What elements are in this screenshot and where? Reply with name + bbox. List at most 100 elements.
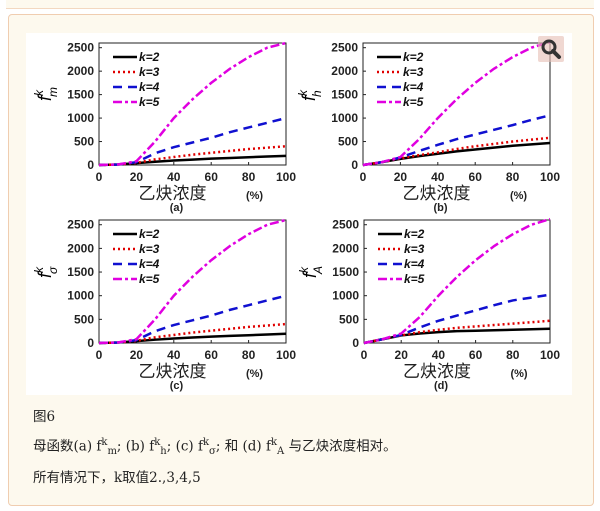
y-label-sub: A [311, 266, 325, 275]
zoom-button[interactable] [538, 36, 564, 62]
y-tick-label: 500 [339, 312, 359, 326]
caption-sup: k [270, 437, 278, 448]
top-divider [6, 0, 594, 9]
y-label-sub: h [310, 90, 324, 97]
caption-text: 与乙炔浓度相对。 [284, 438, 397, 455]
y-label-f: f [300, 271, 320, 278]
series-line-k2 [362, 141, 551, 167]
y-tick-label: 0 [87, 336, 94, 350]
plot-frame [98, 219, 287, 344]
x-tick-label: 0 [360, 170, 367, 184]
x-tick-label: 0 [96, 348, 103, 362]
caption-sup: k [101, 437, 108, 448]
y-label-f: f [299, 94, 319, 101]
y-tick-label: 2000 [332, 241, 359, 255]
legend-label: k=4 [139, 80, 160, 94]
x-axis-unit: (%) [246, 368, 263, 380]
y-axis-label: fkσ [32, 266, 60, 278]
y-axis-label: fkA [297, 266, 325, 278]
x-tick-label: 40 [431, 170, 445, 184]
y-label-sub: σ [46, 266, 60, 274]
series-line-k5 [363, 217, 551, 345]
y-tick-label: 2000 [67, 64, 94, 78]
x-axis-label: 乙炔浓度 [139, 184, 207, 203]
chart-panel-a: 0 20 40 60 80 10005001000150020002500fkm乙炔浓度(… [32, 41, 296, 214]
x-tick-label: 100 [276, 348, 296, 362]
x-tick-label: 40 [432, 348, 446, 362]
x-tick-label: 100 [276, 170, 296, 184]
legend-label: k=3 [139, 242, 160, 256]
x-axis-label: 乙炔浓度 [403, 184, 471, 203]
plot-frame [98, 42, 287, 166]
y-tick-label: 0 [352, 336, 359, 350]
panel-label: (d) [434, 380, 448, 392]
x-tick-label: 100 [540, 170, 560, 184]
y-tick-label: 1000 [67, 289, 94, 303]
caption-text: ; (b) f [116, 438, 155, 455]
caption-sub: A [277, 446, 285, 458]
legend-label: k=2 [404, 227, 425, 241]
x-axis-label: 乙炔浓度 [403, 362, 471, 381]
figure-charts: 0 20 40 60 80 10005001000150020002500fkm乙炔浓度(… [32, 40, 560, 392]
x-tick-label: 60 [469, 348, 483, 362]
legend-label: k=2 [139, 50, 160, 64]
x-tick-label: 60 [469, 170, 483, 184]
series-line-k2 [98, 154, 287, 167]
x-tick-label: 20 [394, 170, 408, 184]
y-label-f: f [35, 94, 55, 101]
caption-text: ; (c) f [166, 438, 203, 455]
legend-label: k=4 [139, 257, 160, 271]
y-tick-label: 2000 [67, 241, 94, 255]
y-label-sup: k [297, 266, 311, 273]
x-tick-label: 20 [130, 348, 144, 362]
x-tick-label: 40 [167, 170, 181, 184]
series-line-k3 [98, 144, 287, 167]
y-tick-label: 2500 [67, 41, 94, 55]
legend-label: k=3 [403, 65, 424, 79]
caption-line-1: 母函数(a) fkm; (b) fkh; (c) fkσ; 和 (d) fkA … [33, 430, 397, 465]
x-tick-label: 0 [96, 170, 103, 184]
panel-label: (c) [170, 380, 184, 392]
caption-line-2: 所有情况下，k取值2.,3,4,5 [33, 470, 201, 487]
y-tick-label: 2500 [331, 41, 358, 55]
series-line-k5 [98, 41, 287, 167]
caption-sub: h [160, 446, 167, 458]
legend-label: k=5 [403, 95, 424, 109]
x-tick-label: 80 [242, 170, 256, 184]
y-label-sup: k [32, 266, 46, 273]
legend-label: k=2 [139, 227, 160, 241]
y-tick-label: 500 [338, 135, 358, 149]
x-tick-label: 80 [506, 348, 520, 362]
y-tick-label: 1500 [67, 265, 94, 279]
caption-sup: k [154, 437, 161, 448]
y-tick-label: 2500 [332, 218, 359, 232]
series-line-k5 [362, 40, 551, 167]
x-tick-label: 100 [540, 348, 560, 362]
x-tick-label: 80 [506, 170, 520, 184]
x-tick-label: 20 [395, 348, 409, 362]
y-tick-label: 500 [74, 135, 94, 149]
y-tick-label: 1000 [332, 289, 359, 303]
y-label-sub: m [46, 87, 60, 97]
x-axis-unit: (%) [510, 368, 527, 380]
x-tick-label: 60 [205, 348, 219, 362]
y-tick-label: 2500 [67, 218, 94, 232]
panel-label: (b) [433, 202, 447, 214]
y-axis-label: fkm [32, 87, 60, 101]
y-label-f: f [35, 271, 55, 278]
series-line-k5 [98, 218, 287, 345]
plot-frame [362, 42, 551, 166]
y-tick-label: 1000 [331, 111, 358, 125]
y-tick-label: 500 [74, 312, 94, 326]
legend-label: k=4 [404, 257, 425, 271]
legend-label: k=5 [404, 272, 425, 286]
figure-caption: 图6 母函数(a) fkm; (b) fkh; (c) fkσ; 和 (d) f… [33, 404, 397, 491]
y-axis-label: fkh [296, 89, 324, 101]
y-label-sup: k [296, 89, 310, 96]
y-tick-label: 1500 [67, 88, 94, 102]
y-tick-label: 1500 [331, 88, 358, 102]
x-tick-label: 80 [242, 348, 256, 362]
legend-label: k=4 [403, 80, 424, 94]
x-tick-label: 0 [361, 348, 368, 362]
legend-label: k=3 [404, 242, 425, 256]
